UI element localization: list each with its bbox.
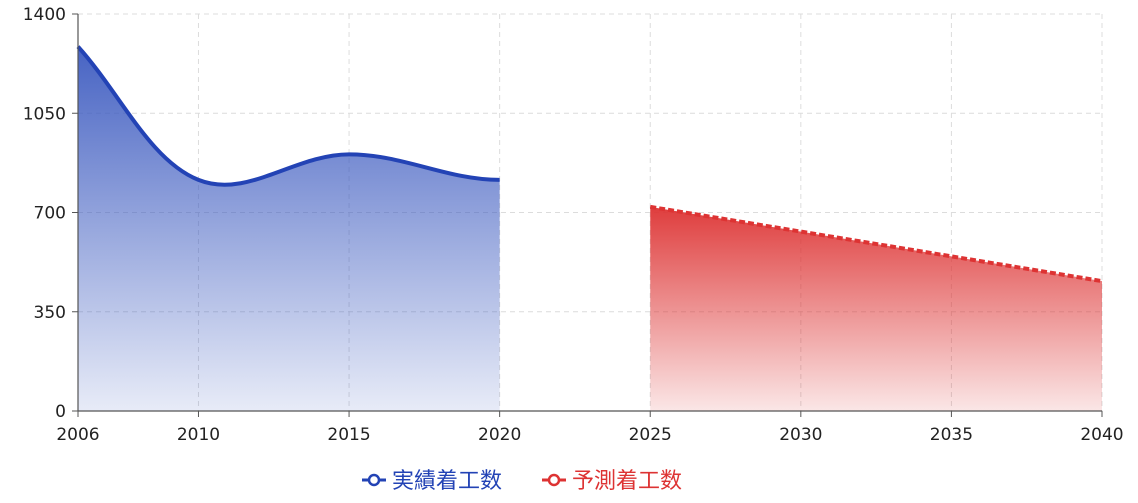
x-tick-label: 2025	[629, 425, 672, 445]
legend-marker-icon	[547, 473, 561, 487]
legend-label: 実績着工数	[392, 469, 502, 494]
legend-label: 予測着工数	[572, 469, 682, 494]
series-area-1	[650, 206, 1102, 411]
series-line-1	[649, 204, 1103, 284]
x-tick-label: 2035	[930, 425, 973, 445]
legend: 実績着工数 予測着工数	[362, 469, 682, 494]
y-tick-label: 1400	[23, 5, 66, 25]
legend-marker-icon	[367, 473, 381, 487]
legend-item-1: 予測着工数	[542, 469, 682, 494]
x-tick-label: 2015	[327, 425, 370, 445]
x-tick-label: 2040	[1080, 425, 1123, 445]
x-tick-label: 2006	[56, 425, 99, 445]
legend-item-0: 実績着工数	[362, 469, 502, 494]
axes: 0 350 700 1050 1400 2006 2010 2015 2020 2025 2030 2…	[23, 5, 1124, 445]
x-tick-label: 2010	[177, 425, 220, 445]
series-lines	[76, 45, 1103, 284]
y-tick-label: 700	[34, 204, 66, 224]
y-tick-label: 350	[34, 303, 66, 323]
x-tick-label: 2020	[478, 425, 521, 445]
series-area-0	[78, 46, 500, 411]
series-areas	[78, 46, 1102, 411]
x-tick-label: 2030	[779, 425, 822, 445]
series-line-0	[76, 45, 500, 187]
y-tick-label: 0	[55, 402, 66, 422]
y-tick-label: 1050	[23, 104, 66, 124]
